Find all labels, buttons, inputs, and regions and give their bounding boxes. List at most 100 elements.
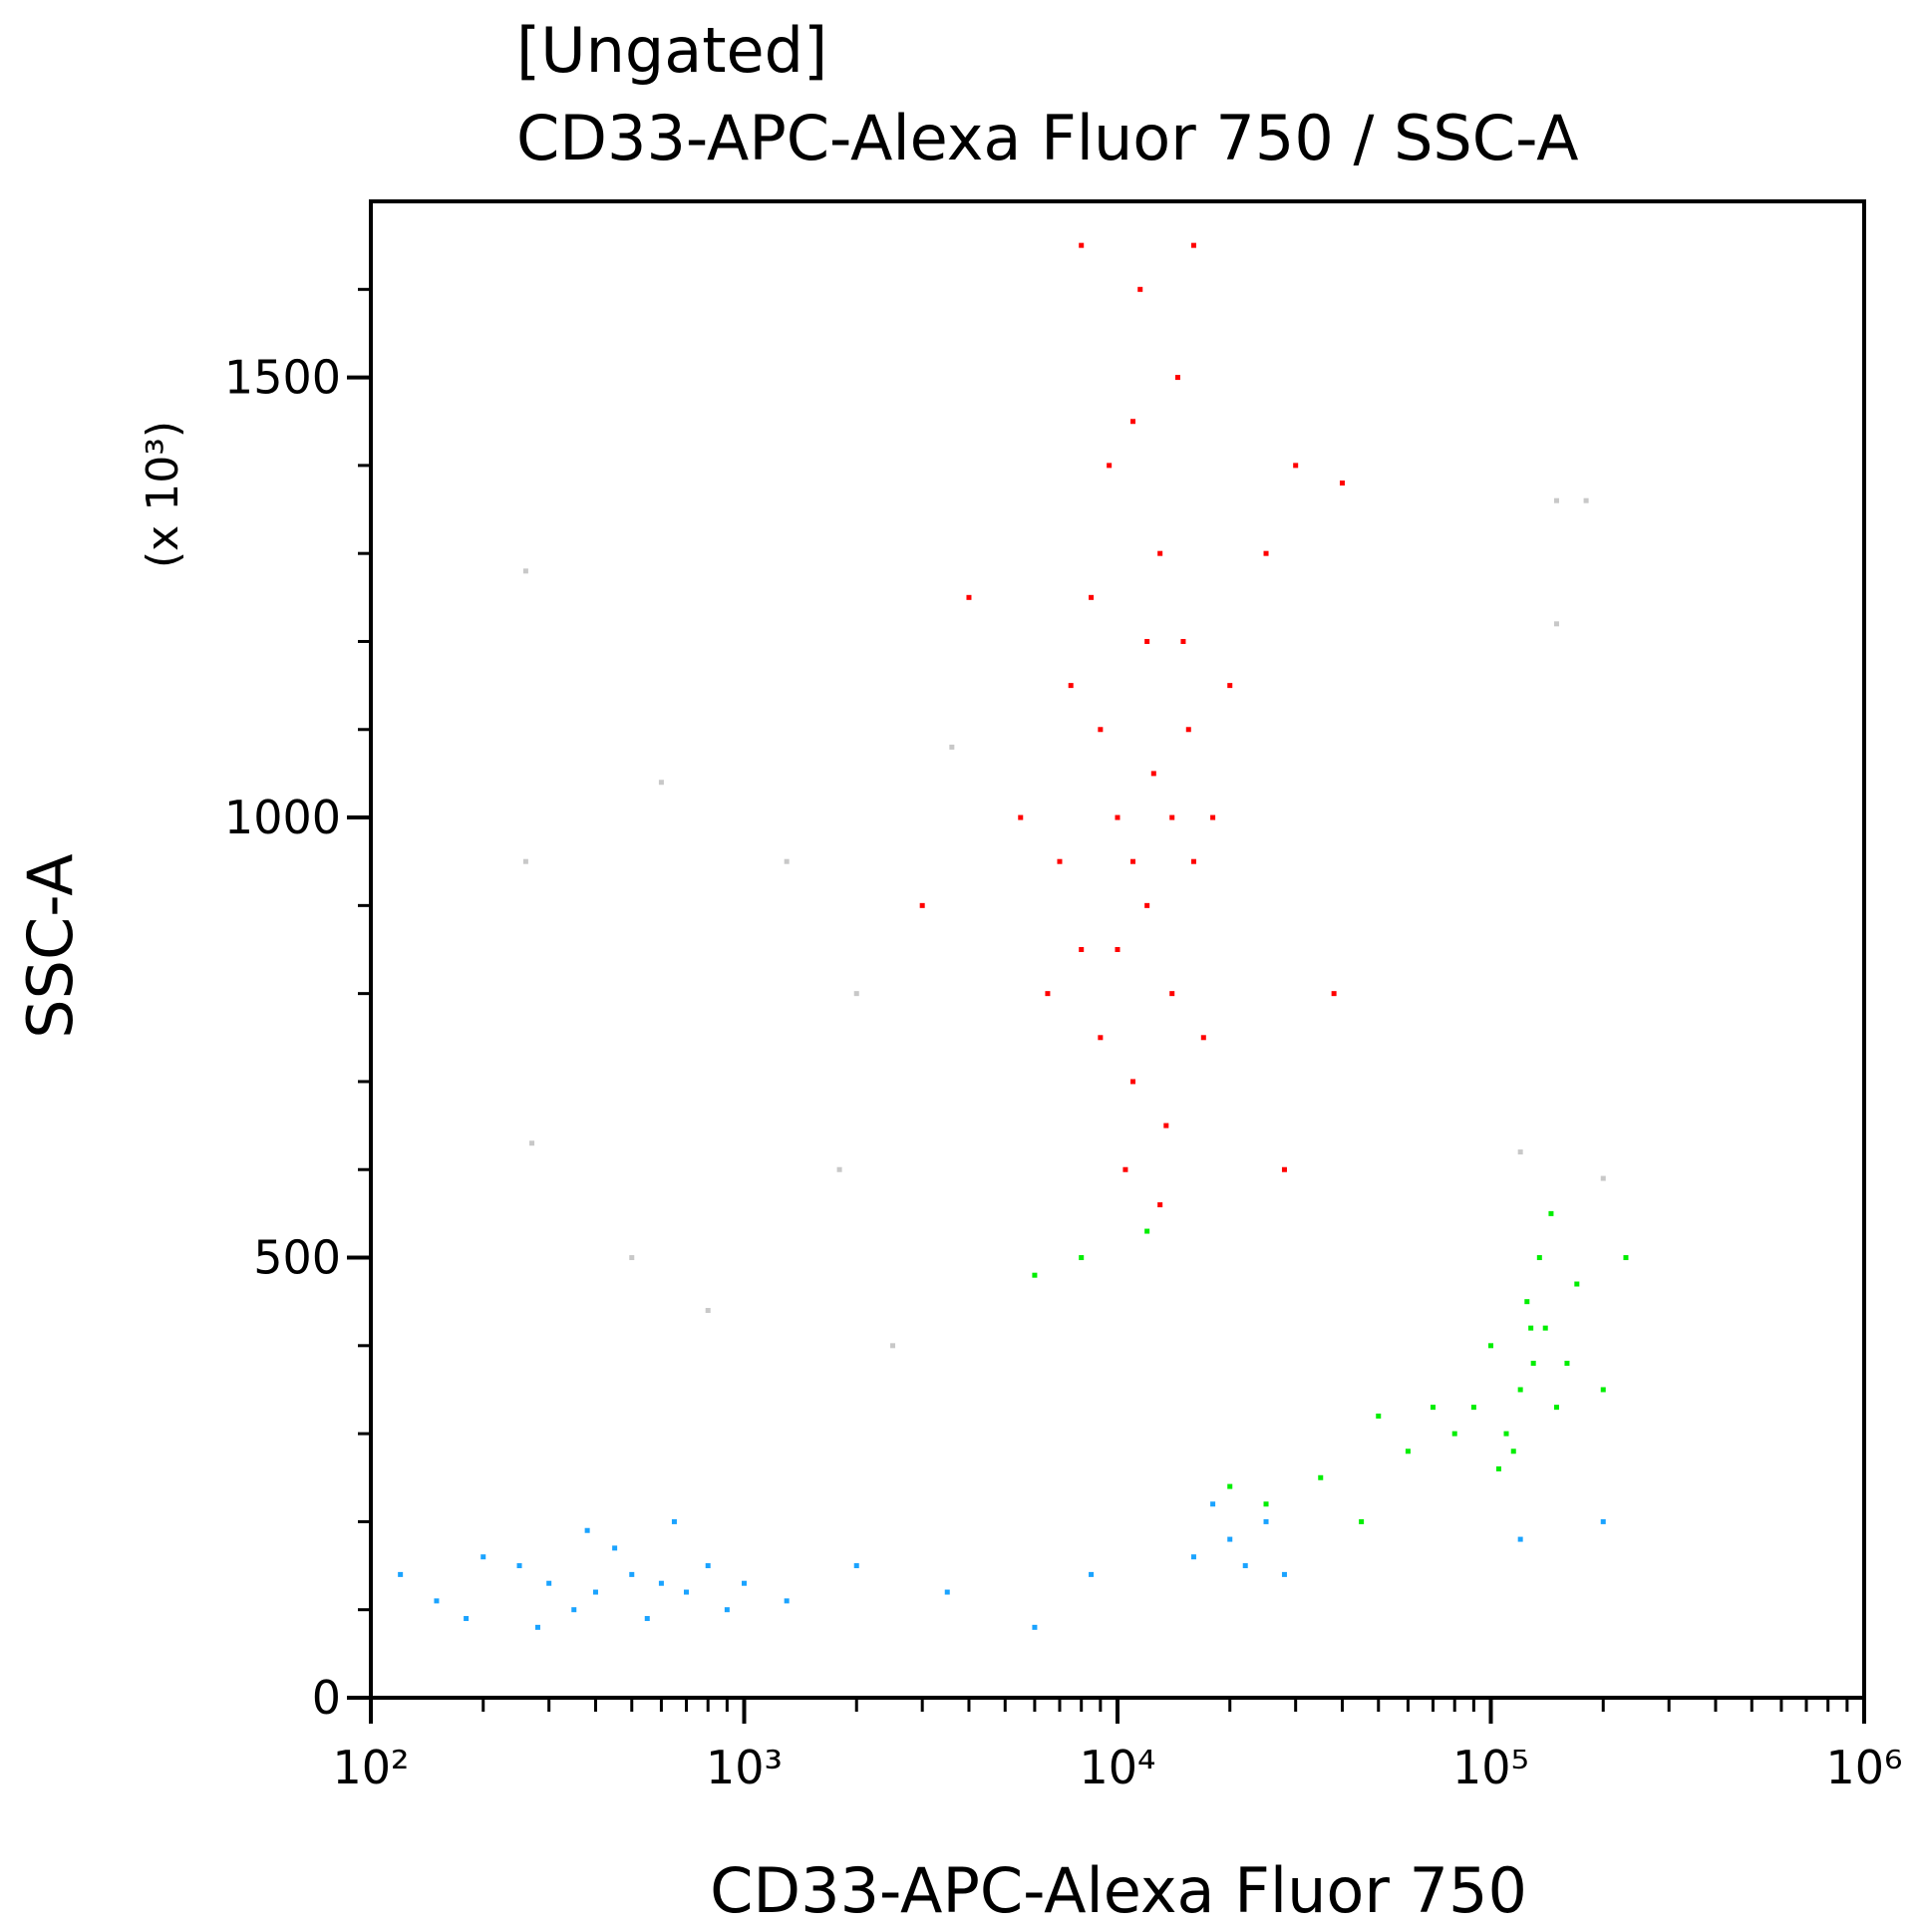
point (1542, 1325, 1548, 1331)
point (853, 1563, 859, 1569)
point (1169, 991, 1175, 997)
x-tick-label: 10⁴ (1080, 1741, 1156, 1794)
point (1137, 286, 1143, 292)
point (1144, 638, 1150, 644)
point (1130, 419, 1136, 425)
point (1553, 497, 1559, 503)
point (1524, 1299, 1530, 1305)
point (1190, 858, 1196, 864)
point (522, 858, 528, 864)
point (1227, 1536, 1233, 1542)
chart-title: [Ungated] (516, 14, 827, 87)
y-tick-label: 1500 (224, 351, 341, 405)
point (705, 1563, 711, 1569)
point (1115, 814, 1120, 820)
y-scale-note: (x 10³) (138, 421, 188, 568)
x-tick-label: 10⁵ (1452, 1741, 1529, 1794)
point (1495, 1465, 1501, 1471)
point (1553, 621, 1559, 627)
point (1079, 947, 1085, 952)
point (1150, 771, 1156, 777)
point (1107, 463, 1113, 469)
point (1536, 1255, 1542, 1261)
point (1098, 727, 1104, 733)
point (1068, 683, 1074, 689)
point (919, 902, 925, 908)
point (1242, 1563, 1248, 1569)
point (1263, 550, 1269, 556)
point (1600, 1387, 1606, 1393)
point (1503, 1431, 1509, 1437)
point (1122, 1166, 1128, 1172)
point (1157, 550, 1163, 556)
point (1227, 1483, 1233, 1489)
x-tick-label: 10³ (706, 1741, 783, 1794)
point (683, 1589, 689, 1595)
point (522, 568, 528, 574)
point (1530, 1360, 1536, 1366)
point (1583, 497, 1589, 503)
point (1130, 858, 1136, 864)
point (1174, 375, 1180, 381)
y-axis-label: SSC-A (14, 853, 87, 1038)
point (1548, 1210, 1554, 1216)
point (1331, 991, 1337, 997)
y-tick-label: 1000 (224, 791, 341, 844)
point (1200, 1035, 1206, 1041)
point (1405, 1449, 1411, 1454)
point (629, 1255, 635, 1261)
point (1210, 1501, 1216, 1507)
point (1564, 1360, 1570, 1366)
point (1032, 1624, 1038, 1630)
point (1470, 1405, 1476, 1411)
x-tick-label: 10⁶ (1826, 1741, 1903, 1794)
point (1144, 902, 1150, 908)
point (1089, 594, 1095, 600)
point (1510, 1449, 1516, 1454)
point (1210, 814, 1216, 820)
point (1057, 858, 1063, 864)
chart-subtitle: CD33-APC-Alexa Fluor 750 / SSC-A (516, 102, 1579, 174)
point (1623, 1255, 1629, 1261)
point (398, 1571, 404, 1577)
point (1163, 1123, 1169, 1128)
point (1045, 991, 1051, 997)
point (480, 1554, 486, 1560)
point (1227, 683, 1233, 689)
point (1451, 1431, 1457, 1437)
point (1263, 1501, 1269, 1507)
point (516, 1563, 522, 1569)
point (571, 1607, 577, 1613)
point (1517, 1149, 1523, 1155)
point (1517, 1387, 1523, 1393)
point (784, 1598, 790, 1604)
point (1144, 1228, 1150, 1234)
point (1180, 638, 1186, 644)
point (1079, 1255, 1085, 1261)
point (584, 1527, 590, 1533)
point (853, 991, 859, 997)
point (529, 1140, 535, 1146)
point (1359, 1518, 1365, 1524)
point (629, 1571, 635, 1577)
point (742, 1580, 747, 1586)
point (966, 594, 972, 600)
point (1018, 814, 1024, 820)
point (944, 1589, 950, 1595)
point (836, 1166, 842, 1172)
point (671, 1518, 677, 1524)
point (1574, 1281, 1580, 1287)
point (434, 1598, 440, 1604)
point (1185, 727, 1191, 733)
point (592, 1589, 598, 1595)
point (1190, 242, 1196, 248)
point (1376, 1413, 1382, 1419)
point (1190, 1554, 1196, 1560)
point (1488, 1343, 1493, 1349)
point (534, 1624, 540, 1630)
point (1318, 1474, 1324, 1480)
point (1517, 1536, 1523, 1542)
point (612, 1545, 618, 1551)
point (1600, 1518, 1606, 1524)
